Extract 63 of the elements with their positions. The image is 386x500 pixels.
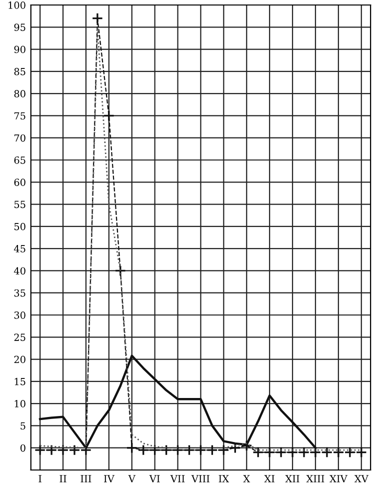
point [92,12,104,24]
y-tick-label: 85 [14,68,26,76]
point [195,444,206,456]
x-tick-label: XII [285,475,300,482]
y-tick-label: 0 [20,444,26,452]
point [57,444,69,456]
x-tick-label: IX [218,475,230,482]
y-tick-label: 10 [14,400,26,408]
point [68,444,80,456]
y-tick-label: 45 [14,245,26,252]
y-tick-label: 5 [20,422,26,430]
point [149,444,161,456]
y-tick-label: 75 [14,112,26,120]
point [252,446,264,458]
x-tick-label: I [38,475,42,482]
x-tick-label: X [243,475,250,482]
point [298,446,310,458]
point [103,110,115,122]
point [160,444,172,456]
y-tick-label: 70 [14,134,26,142]
point [172,444,184,456]
x-tick-label: V [128,475,136,482]
point [286,446,298,458]
y-tick-label: 60 [14,178,26,186]
point [240,440,252,452]
y-tick-label: 40 [14,267,26,275]
point [356,446,368,458]
x-tick-label: VII [170,475,185,482]
y-tick-label: 25 [14,334,26,341]
x-tick-label: XV [354,475,368,482]
point [138,444,150,456]
x-tick-label: IV [104,475,114,482]
point [126,442,138,454]
y-tick-label: 100 [8,1,26,9]
x-tick-label: XIV [330,475,348,482]
x-tick-label: III [80,475,92,482]
y-tick-label: 20 [14,356,26,364]
point [275,446,287,458]
point [114,265,126,276]
x-tick-label: II [60,475,66,482]
point [332,446,344,458]
point [34,444,46,456]
x-tick-label: VI [149,475,160,482]
y-tick-label: 15 [14,378,26,386]
point [264,446,276,458]
y-tick-label: 35 [14,289,26,297]
y-tick-label: 90 [14,46,26,54]
y-tick-label: 30 [14,311,26,319]
x-tick-label: XIII [306,475,324,482]
point [206,444,218,456]
y-tick-label: 55 [14,200,26,208]
y-tick-label: 80 [14,90,26,98]
point [218,444,230,456]
x-tick-label: XI [264,475,274,482]
point [184,444,195,456]
point [46,444,58,456]
y-tick-label: 95 [14,24,26,31]
y-tick-label: 65 [14,156,26,164]
x-tick-label: VIII [191,475,210,482]
point [321,446,333,458]
point [344,446,356,458]
point [80,444,92,456]
y-tick-label: 50 [14,222,26,230]
